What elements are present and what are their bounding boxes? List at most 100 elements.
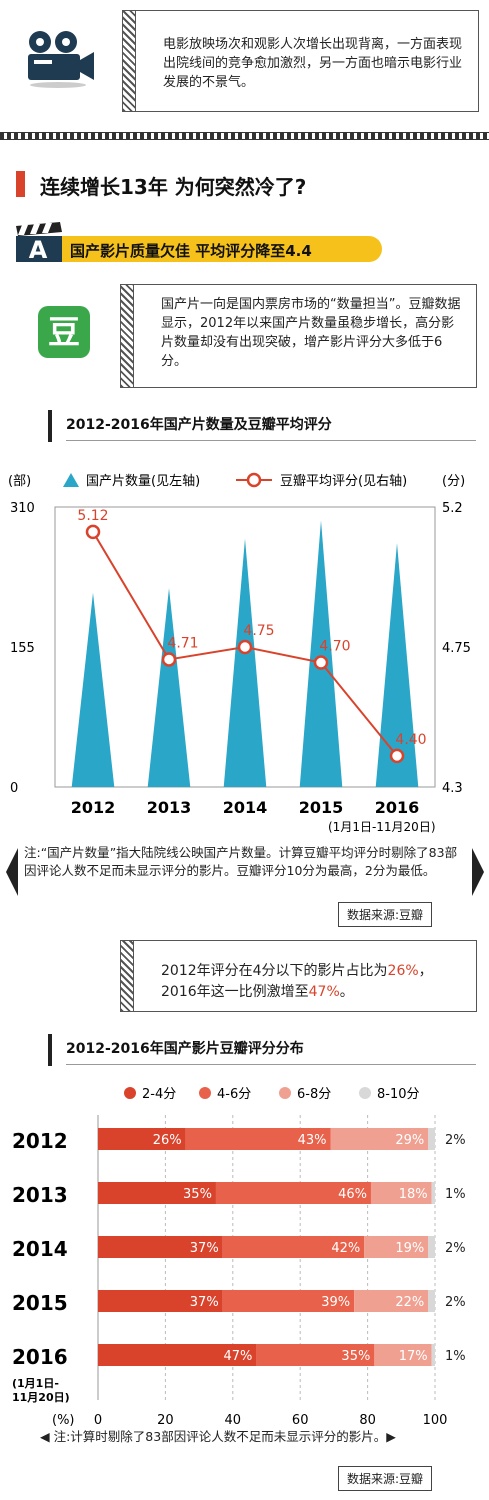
- chart2-period-note-1: (1月1日-: [12, 1377, 59, 1390]
- chart1-title: 2012-2016年国产片数量及豆瓣平均评分: [66, 417, 332, 433]
- chart2-bar-segment: [428, 1128, 435, 1150]
- section-a-letter: A: [28, 236, 48, 264]
- count-triangle: [299, 520, 343, 787]
- chart2-bar-value: 22%: [395, 1295, 424, 1310]
- right-arrow-icon: [472, 848, 484, 896]
- count-triangle: [71, 592, 115, 787]
- section-a-banner: [62, 236, 382, 262]
- section-a-text: 国产片一向是国内票房市场的“数量担当”。豆瓣数据显示，2012年以来国产片数量虽…: [161, 297, 461, 369]
- chart2-bar-value: 47%: [223, 1349, 252, 1364]
- chart2-bar-segment: [98, 1290, 223, 1312]
- chart2-bar-segment: [98, 1182, 216, 1204]
- chart2-year-label: 2013: [12, 1183, 68, 1207]
- chart1-right-tick: 4.3: [442, 781, 463, 796]
- chart2-title-marker: [48, 1034, 52, 1066]
- legend-dot-icon: [359, 1087, 371, 1099]
- chart1-source: 数据来源:豆瓣: [338, 902, 433, 927]
- score-point: [85, 524, 101, 540]
- score-point: [389, 748, 405, 764]
- film-projector-icon: [18, 28, 98, 88]
- chart1-footnote: 注:“国产片数量”指大陆院线公映国产片数量。计算豆瓣平均评分时剔除了83部因评论…: [24, 845, 458, 878]
- chart2-bar-value: 35%: [341, 1349, 370, 1364]
- chart2-bar-value: 39%: [321, 1295, 350, 1310]
- chart2-x-tick: 0: [94, 1413, 102, 1428]
- chart2-bar-segment: [354, 1290, 429, 1312]
- chart1-period-note: (1月1日-11月20日): [328, 820, 436, 834]
- chart1-left-tick: 0: [10, 781, 18, 796]
- chart2-bar-segment: [222, 1290, 355, 1312]
- chart2-bar-segment: [428, 1290, 435, 1312]
- section-a-title: 国产影片质量欠佳 平均评分降至4.4: [70, 242, 312, 260]
- chart2-bar-segment: [185, 1128, 331, 1150]
- chart1-x-label: 2014: [223, 798, 268, 817]
- section-a-box: 国产片一向是国内票房市场的“数量担当”。豆瓣数据显示，2012年以来国产片数量虽…: [120, 284, 477, 388]
- chart2-bar-value: 29%: [395, 1133, 424, 1148]
- chart2-bar-segment: [428, 1236, 435, 1258]
- chart1-left-tick: 310: [10, 501, 35, 516]
- chart2-bar-segment: [222, 1236, 365, 1258]
- score-point: [161, 652, 177, 667]
- chart2-bar-value: 37%: [190, 1241, 219, 1256]
- chart2-bar-value: 26%: [153, 1133, 182, 1148]
- chart2-bar-segment: [364, 1236, 429, 1258]
- chart2-bar-value: 1%: [445, 1349, 466, 1364]
- chart2-bar-segment: [98, 1344, 257, 1366]
- chart1-title-rule: [66, 440, 476, 441]
- chart2-unit: (%): [52, 1413, 75, 1428]
- chart1-x-label: 2013: [147, 798, 192, 817]
- highlight-pct2: 47%: [308, 984, 340, 1000]
- clapperboard-icon: [14, 222, 64, 264]
- intro-box: 电影放映场次和观影人次增长出现背离，一方面表现出院线间的竞争愈加激烈，另一方面也…: [122, 10, 479, 112]
- chart2-bar-segment: [215, 1182, 371, 1204]
- count-triangle: [375, 543, 419, 787]
- chart2-legend-label: 4-6分: [217, 1087, 251, 1102]
- left-arrow-icon: [6, 848, 18, 896]
- chart2-source: 数据来源:豆瓣: [338, 1466, 433, 1491]
- dotted-divider: [0, 132, 489, 140]
- chart2-x-tick: 100: [423, 1413, 448, 1428]
- score-label: 4.75: [243, 623, 274, 639]
- count-triangle: [147, 588, 191, 787]
- chart2-bar-segment: [374, 1344, 432, 1366]
- chart1-right-tick: 4.75: [442, 641, 471, 656]
- chart2-bar-value: 2%: [445, 1241, 466, 1256]
- legend-circle-icon: [246, 472, 262, 488]
- score-label: 4.40: [395, 732, 426, 748]
- chart2-x-tick: 20: [157, 1413, 174, 1428]
- chart2-bar-segment: [330, 1128, 429, 1150]
- headline-marker: [16, 171, 25, 197]
- count-triangle: [223, 538, 267, 787]
- chart1-left-unit: (部): [8, 474, 31, 489]
- score-label: 4.70: [319, 639, 350, 655]
- chart2-year-label: 2016: [12, 1345, 68, 1369]
- chart1-left-tick: 155: [10, 641, 35, 656]
- chart1-right-tick: 5.2: [442, 501, 463, 516]
- score-point: [313, 655, 329, 670]
- highlight-pct1: 26%: [387, 963, 419, 979]
- chart2-year-label: 2014: [12, 1237, 68, 1261]
- chart2-bar-value: 2%: [445, 1133, 466, 1148]
- chart2-svg: 2-4分 4-6分 6-8分 8-10分 26% 43% 29% 2% 35% 46% 18% 1%…: [12, 1087, 466, 1428]
- legend-dot-icon: [124, 1087, 136, 1099]
- chart2-x-tick: 40: [225, 1413, 242, 1428]
- chart1-svg: (部) (分) 国产片数量(见左轴) 豆瓣平均评分(见右轴) 310 155 0 5…: [8, 472, 471, 834]
- intro-text: 电影放映场次和观影人次增长出现背离，一方面表现出院线间的竞争愈加激烈，另一方面也…: [163, 37, 463, 90]
- chart2-footnote: ◀ 注:计算时剔除了83部因评论人数不足而未显示评分的影片。▶: [40, 1429, 396, 1444]
- chart2-bar-value: 17%: [399, 1349, 428, 1364]
- score-label: 5.12: [77, 508, 108, 524]
- chart2-year-label: 2012: [12, 1129, 68, 1153]
- douban-icon: 豆: [38, 306, 90, 358]
- chart2-bar-segment: [431, 1344, 435, 1366]
- score-point: [237, 639, 253, 655]
- chart2-legend-label: 6-8分: [297, 1087, 331, 1102]
- score-label: 4.71: [167, 635, 198, 651]
- chart1-right-unit: (分): [442, 474, 465, 489]
- chart2-x-tick: 80: [359, 1413, 376, 1428]
- legend-dot-icon: [199, 1087, 211, 1099]
- chart2-title: 2012-2016年国产影片豆瓣评分分布: [66, 1041, 304, 1057]
- chart2-bar-segment: [431, 1182, 435, 1204]
- chart1-legend-score: 豆瓣平均评分(见右轴): [280, 474, 407, 489]
- chart1-x-label: 2015: [299, 798, 344, 817]
- chart2-legend-label: 2-4分: [142, 1087, 176, 1102]
- chart2-bar-value: 37%: [190, 1295, 219, 1310]
